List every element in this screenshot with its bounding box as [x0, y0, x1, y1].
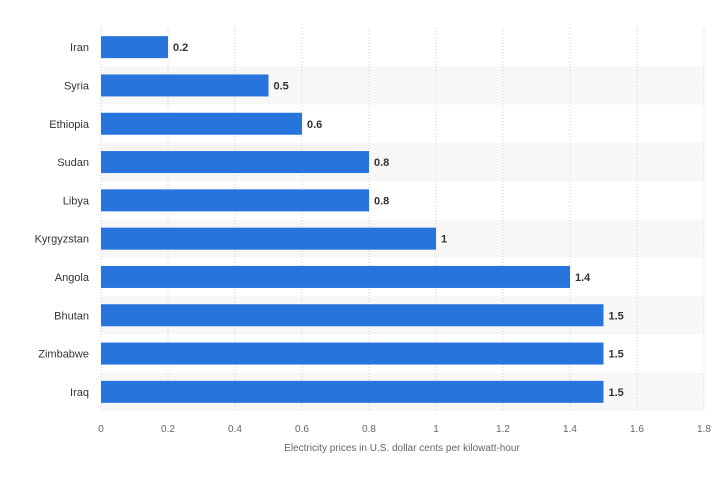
category-label: Libya	[63, 195, 90, 207]
value-label: 0.8	[374, 195, 389, 207]
category-label: Sudan	[57, 157, 89, 169]
x-tick-label: 0.8	[362, 424, 376, 435]
value-label: 1.5	[609, 387, 624, 399]
value-labels: 0.2 0.5 0.6 0.8 0.8 1 1.4 1.5 1.5 1.5	[173, 42, 624, 399]
bar[interactable]	[101, 380, 604, 403]
value-label: 1.5	[609, 349, 624, 361]
category-label: Bhutan	[54, 310, 89, 322]
category-label: Zimbabwe	[38, 349, 89, 361]
x-tick-label: 1.6	[630, 424, 644, 435]
x-tick-label: 0.6	[295, 424, 309, 435]
category-label: Syria	[64, 80, 90, 92]
category-label: Angola	[55, 272, 90, 284]
bar[interactable]	[101, 265, 570, 288]
x-axis-title: Electricity prices in U.S. dollar cents …	[284, 443, 520, 454]
x-tick-label: 1.8	[697, 424, 711, 435]
bar[interactable]	[101, 189, 369, 212]
bar[interactable]	[101, 74, 269, 97]
bars	[101, 36, 604, 403]
x-tick-label: 1.4	[563, 424, 577, 435]
category-label: Iran	[70, 42, 89, 54]
x-tick-label: 0	[98, 424, 104, 435]
x-tick-label: 0.2	[161, 424, 175, 435]
bar[interactable]	[101, 227, 436, 250]
bar[interactable]	[101, 36, 168, 59]
x-tick-label: 1.2	[496, 424, 510, 435]
value-label: 1.4	[575, 272, 591, 284]
x-tick-label: 0.4	[228, 424, 242, 435]
category-label: Ethiopia	[49, 119, 90, 131]
value-label: 0.6	[307, 119, 322, 131]
bar[interactable]	[101, 151, 369, 174]
bar[interactable]	[101, 112, 302, 135]
value-label: 0.5	[274, 80, 289, 92]
value-label: 0.2	[173, 42, 188, 54]
value-label: 1.5	[609, 310, 624, 322]
value-label: 1	[441, 234, 447, 246]
category-labels: Iran Syria Ethiopia Sudan Libya Kyrgyzstan Ang…	[35, 42, 90, 399]
x-tick-label: 1	[433, 424, 439, 435]
x-tick-labels: 0 0.2 0.4 0.6 0.8 1 1.2 1.4 1.6 1.8	[98, 424, 711, 435]
value-label: 0.8	[374, 157, 389, 169]
bar[interactable]	[101, 304, 604, 327]
bar[interactable]	[101, 342, 604, 365]
category-label: Kyrgyzstan	[35, 234, 89, 246]
category-label: Iraq	[70, 387, 89, 399]
